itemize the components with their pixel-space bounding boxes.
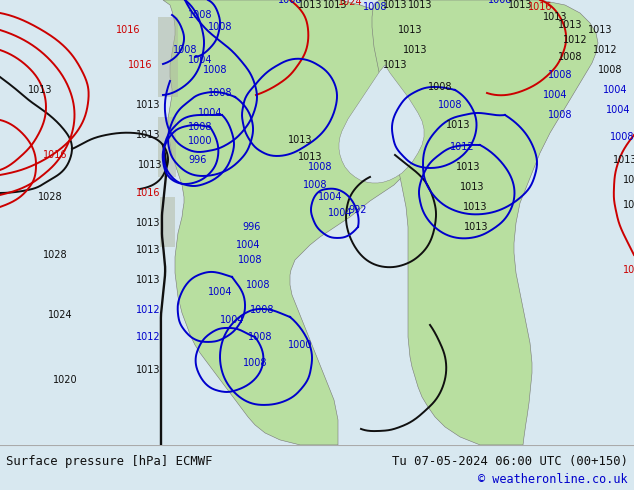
Text: 1013: 1013	[588, 25, 612, 35]
Text: 1008: 1008	[428, 82, 452, 92]
Text: © weatheronline.co.uk: © weatheronline.co.uk	[479, 473, 628, 487]
Text: 1013: 1013	[403, 45, 427, 55]
Text: 1004: 1004	[220, 315, 244, 325]
Text: 1013: 1013	[463, 222, 488, 232]
Text: 1013: 1013	[463, 202, 488, 212]
Polygon shape	[339, 65, 424, 183]
Text: 1008: 1008	[278, 0, 302, 5]
Text: 1008: 1008	[172, 45, 197, 55]
Text: 1013: 1013	[383, 60, 407, 70]
Text: 1008: 1008	[246, 280, 270, 290]
Text: 1004: 1004	[198, 108, 223, 118]
Text: 1008: 1008	[598, 65, 622, 75]
Text: 1013: 1013	[136, 218, 160, 228]
Text: 1013: 1013	[28, 85, 52, 95]
Text: 1013: 1013	[408, 0, 432, 10]
Text: 1004: 1004	[236, 240, 260, 250]
Text: 1028: 1028	[42, 250, 67, 260]
Text: 1013: 1013	[138, 160, 162, 170]
Text: 1012: 1012	[563, 35, 587, 45]
Text: 1008: 1008	[548, 110, 573, 120]
Text: 1013: 1013	[136, 365, 160, 375]
Text: 1028: 1028	[37, 192, 62, 202]
Text: 1004: 1004	[328, 208, 353, 218]
Text: 1012: 1012	[450, 142, 474, 152]
Text: 1004: 1004	[605, 105, 630, 115]
Text: 1013: 1013	[136, 275, 160, 285]
Text: 1013: 1013	[612, 155, 634, 165]
Polygon shape	[163, 0, 442, 445]
Text: 1013: 1013	[298, 152, 322, 162]
Text: 1008: 1008	[203, 65, 227, 75]
Text: 1013: 1013	[298, 0, 322, 10]
Text: 1008: 1008	[307, 162, 332, 172]
Text: 1013: 1013	[558, 20, 582, 30]
Text: 1012: 1012	[593, 45, 618, 55]
Text: 1013: 1013	[136, 245, 160, 255]
Text: 1013: 1013	[456, 162, 480, 172]
Text: 1004: 1004	[208, 287, 232, 297]
Text: 1013: 1013	[446, 120, 470, 130]
Text: 1008: 1008	[303, 180, 327, 190]
Text: 1013: 1013	[288, 135, 313, 145]
Text: 1008: 1008	[250, 305, 275, 315]
Text: Surface pressure [hPa] ECMWF: Surface pressure [hPa] ECMWF	[6, 455, 212, 468]
Text: 1000: 1000	[288, 340, 313, 350]
Text: 1013: 1013	[136, 100, 160, 110]
Text: 1008: 1008	[188, 122, 212, 132]
Text: 1008: 1008	[188, 10, 212, 20]
Text: 1008: 1008	[488, 0, 512, 5]
Text: 1008: 1008	[208, 88, 232, 98]
Text: 1000: 1000	[188, 136, 212, 146]
Text: 1008: 1008	[243, 358, 268, 368]
Text: 1016: 1016	[116, 25, 140, 35]
Text: 996: 996	[189, 155, 207, 165]
Text: 1012: 1012	[136, 305, 160, 315]
Text: 1008: 1008	[238, 255, 262, 265]
Text: 1020: 1020	[53, 375, 77, 385]
Text: 101: 101	[623, 200, 634, 210]
Text: 1016: 1016	[136, 188, 160, 198]
Text: Tu 07-05-2024 06:00 UTC (00+150): Tu 07-05-2024 06:00 UTC (00+150)	[392, 455, 628, 468]
Text: 1013: 1013	[383, 0, 407, 10]
Text: 1004: 1004	[543, 90, 567, 100]
Bar	[158, 117, 176, 177]
Text: 101: 101	[623, 265, 634, 275]
Text: 1016: 1016	[42, 150, 67, 160]
Text: 1008: 1008	[363, 2, 387, 12]
Text: 1008: 1008	[610, 132, 634, 142]
Text: 996: 996	[243, 222, 261, 232]
Text: 1008: 1008	[208, 22, 232, 32]
Polygon shape	[372, 0, 598, 445]
Text: 1013: 1013	[398, 25, 422, 35]
Text: 1024: 1024	[338, 0, 362, 7]
Text: 101: 101	[623, 175, 634, 185]
Text: 1013: 1013	[508, 0, 533, 10]
Text: 1016: 1016	[127, 60, 152, 70]
Text: 1008: 1008	[437, 100, 462, 110]
Text: 1016: 1016	[527, 2, 552, 12]
Text: 1013: 1013	[136, 130, 160, 140]
Text: 992: 992	[349, 205, 367, 215]
Bar	[158, 17, 178, 97]
Text: 1008: 1008	[558, 52, 582, 62]
Text: 1004: 1004	[188, 55, 212, 65]
Text: 1008: 1008	[548, 70, 573, 80]
Text: 1024: 1024	[48, 310, 72, 320]
Text: 1008: 1008	[248, 332, 272, 342]
Text: 1012: 1012	[136, 332, 160, 342]
Text: 1004: 1004	[318, 192, 342, 202]
Bar	[160, 197, 175, 247]
Text: 1004: 1004	[603, 85, 627, 95]
Text: 1013: 1013	[543, 12, 567, 22]
Text: 1013: 1013	[323, 0, 347, 10]
Text: 1013: 1013	[460, 182, 484, 192]
